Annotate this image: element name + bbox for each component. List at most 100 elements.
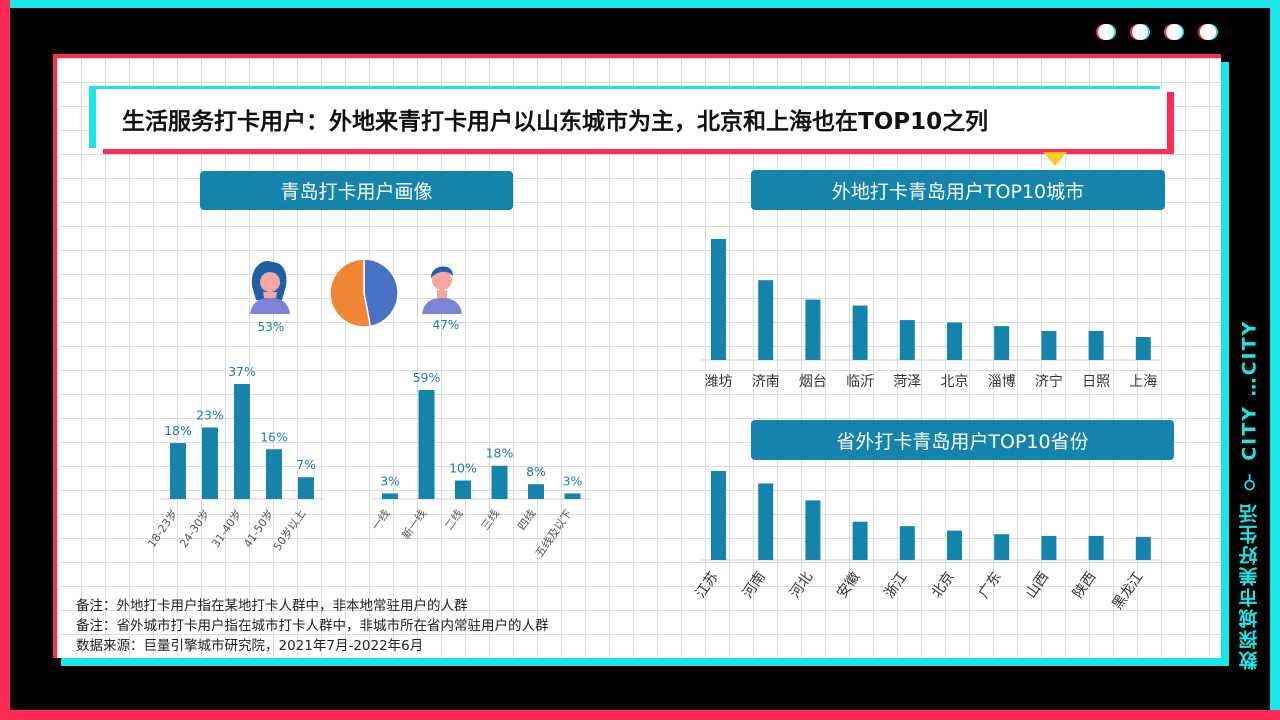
bar-0 (711, 239, 726, 360)
male-avatar-icon (422, 266, 462, 314)
category-label-4: 四线 (514, 507, 538, 533)
bar-7 (1041, 330, 1057, 360)
page-title: 生活服务打卡用户：外地来青打卡用户以山东城市为主，北京和上海也在TOP10之列 (96, 89, 1167, 149)
window-dots (1098, 24, 1216, 40)
data-label-4: 8% (526, 464, 546, 479)
bar-5 (947, 530, 962, 560)
male-percent-label: 47% (433, 318, 460, 332)
bar-5 (564, 493, 581, 499)
female-percent-label: 53% (258, 320, 285, 334)
data-label-1: 23% (196, 408, 224, 423)
bar-4 (899, 320, 915, 360)
gender-pie (329, 258, 399, 328)
note-source: 数据来源：巨量引擎城市研究院，2021年7月-2022年6月 (76, 638, 424, 654)
category-label-2: 二线 (441, 507, 465, 533)
data-label-1: 59% (413, 370, 441, 385)
female-avatar-icon (250, 261, 290, 314)
category-label-3: 41-50岁 (240, 507, 276, 550)
data-label-2: 37% (228, 364, 256, 379)
bar-1 (202, 427, 218, 499)
bar-2 (805, 299, 821, 360)
category-label-1: 24-30岁 (176, 507, 212, 550)
bar-9 (1135, 337, 1151, 360)
bar-5 (947, 322, 962, 360)
dot-4 (1200, 24, 1216, 40)
city-tier-bar-chart: 3% 一线 59% 新一线 10% 二线 18% 三线 8% 四线 3% 五线及以下 (368, 370, 591, 560)
bar-7 (1041, 535, 1057, 560)
dot-2 (1132, 24, 1148, 40)
pie-slice-1 (363, 258, 399, 328)
data-label-0: 18% (164, 423, 192, 438)
data-label-5: 3% (563, 473, 583, 488)
category-label-5: 北京 (929, 569, 958, 601)
category-label-2: 烟台 (799, 374, 827, 390)
bar-1 (758, 483, 774, 560)
data-label-3: 16% (260, 429, 288, 444)
top10-provinces-bar-chart: 江苏 河南 河北 安徽 浙江 北京 广东 山西 陕西 黑龙江 (693, 471, 1161, 613)
dot-3 (1166, 24, 1182, 40)
pie-slice-0 (329, 258, 372, 328)
bar-6 (994, 534, 1010, 560)
category-label-6: 淄博 (988, 373, 1016, 390)
data-label-0: 3% (380, 473, 400, 488)
data-label-2: 10% (449, 461, 477, 476)
section-left-header: 青岛打卡用户画像 (200, 171, 513, 210)
dot-1 (1098, 24, 1114, 40)
bar-3 (491, 465, 508, 499)
note-1: 备注：外地打卡用户指在某地打卡人群中，非本地常驻用户的人群 (76, 598, 468, 614)
category-label-5: 五线及以下 (532, 507, 575, 560)
bar-0 (170, 443, 186, 499)
category-label-7: 山西 (1023, 569, 1052, 601)
category-label-8: 陕西 (1070, 569, 1099, 601)
frame-bottom (0, 710, 1280, 720)
bar-8 (1088, 535, 1104, 560)
category-label-3: 临沂 (846, 374, 874, 390)
bar-0 (711, 471, 726, 560)
category-label-5: 北京 (941, 374, 969, 390)
bar-4 (899, 526, 915, 560)
category-label-0: 江苏 (693, 569, 722, 601)
category-label-9: 黑龙江 (1109, 569, 1146, 613)
bar-4 (298, 477, 314, 499)
age-bar-chart: 18% 18-23岁 23% 24-30岁 37% 31-40岁 16% 41-50岁 7% 50… (144, 364, 324, 553)
frame-top (0, 0, 1280, 8)
bar-3 (852, 521, 868, 560)
bar-2 (455, 480, 471, 499)
bar-9 (1135, 536, 1151, 560)
section-right-bottom-header: 省外打卡青岛用户TOP10省份 (751, 420, 1174, 460)
section-right-top-header: 外地打卡青岛用户TOP10城市 (751, 170, 1165, 210)
bar-1 (758, 280, 774, 360)
bar-3 (266, 449, 282, 499)
category-label-2: 31-40岁 (208, 507, 244, 550)
category-label-3: 三线 (478, 507, 502, 533)
category-label-0: 潍坊 (705, 374, 733, 390)
category-label-9: 上海 (1129, 374, 1157, 390)
pin-icon (1043, 152, 1067, 166)
bar-8 (1088, 330, 1104, 360)
category-label-4: 浙江 (881, 569, 910, 601)
bar-3 (852, 305, 868, 360)
category-label-1: 河南 (740, 569, 769, 601)
bar-4 (528, 484, 544, 499)
data-label-3: 18% (486, 446, 514, 461)
category-label-7: 济宁 (1035, 373, 1063, 390)
category-label-6: 广东 (976, 569, 1005, 601)
grid-panel (57, 58, 1221, 658)
side-slogan: 数探城市美好生活 ⚲ CITY …CITY (1238, 319, 1261, 670)
bar-1 (418, 390, 435, 499)
bar-6 (994, 326, 1010, 360)
category-label-2: 河北 (787, 569, 816, 601)
category-label-8: 日照 (1082, 374, 1110, 390)
data-label-4: 7% (296, 457, 316, 472)
category-label-4: 菏泽 (893, 374, 921, 390)
category-label-0: 一线 (368, 507, 392, 533)
frame-left (0, 0, 10, 720)
frame-right (1270, 0, 1280, 720)
notes-block: 备注：外地打卡用户指在某地打卡人群中，非本地常驻用户的人群 备注：省外城市打卡用… (76, 596, 549, 656)
category-label-4: 50岁以上 (270, 507, 308, 554)
category-label-1: 新一线 (399, 507, 429, 542)
category-label-3: 安徽 (834, 569, 863, 601)
category-label-0: 18-23岁 (144, 507, 180, 550)
bar-0 (382, 493, 398, 499)
